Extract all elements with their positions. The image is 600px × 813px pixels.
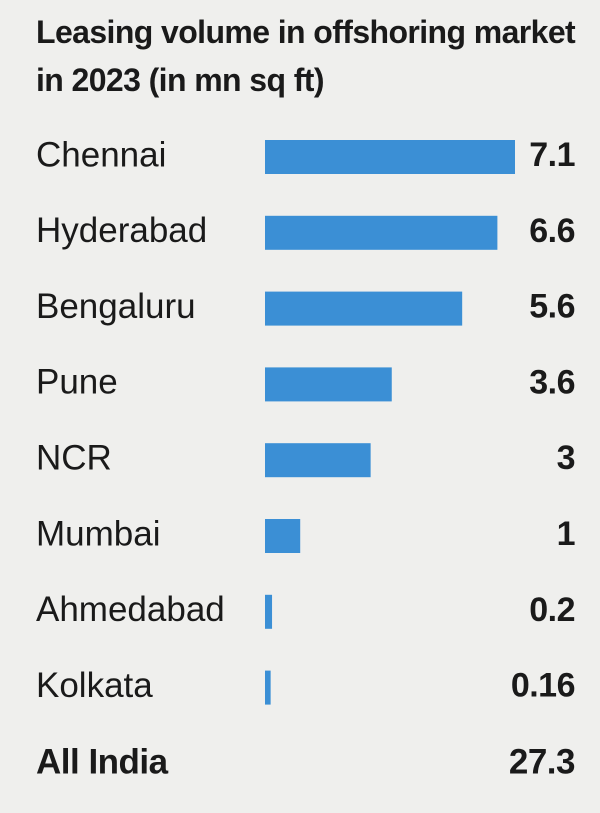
chart-title: Leasing volume in offshoring market in 2… <box>36 14 576 98</box>
category-label: Kolkata <box>36 666 153 705</box>
bar <box>265 215 498 250</box>
total-value: 27.3 <box>509 742 575 781</box>
value-label: 7.1 <box>529 136 575 174</box>
bar <box>265 367 392 402</box>
value-label: 0.16 <box>511 667 575 705</box>
category-label: Pune <box>36 363 118 402</box>
category-label: NCR <box>36 438 112 477</box>
value-label: 3 <box>557 439 575 477</box>
category-label: Bengaluru <box>36 287 196 326</box>
value-label: 5.6 <box>529 288 575 326</box>
value-label: 6.6 <box>529 212 575 250</box>
category-label: Hyderabad <box>36 211 207 250</box>
category-label: Ahmedabad <box>36 590 225 629</box>
category-label: Mumbai <box>36 514 160 553</box>
category-label: Chennai <box>36 135 166 174</box>
bar <box>265 291 463 326</box>
bar <box>265 594 273 629</box>
value-label: 1 <box>557 515 575 553</box>
bar <box>265 140 515 174</box>
bar <box>265 670 271 705</box>
bar <box>265 519 301 553</box>
total-label: All India <box>36 742 169 781</box>
bar <box>265 443 371 478</box>
value-label: 0.2 <box>529 591 575 629</box>
value-label: 3.6 <box>529 363 575 401</box>
